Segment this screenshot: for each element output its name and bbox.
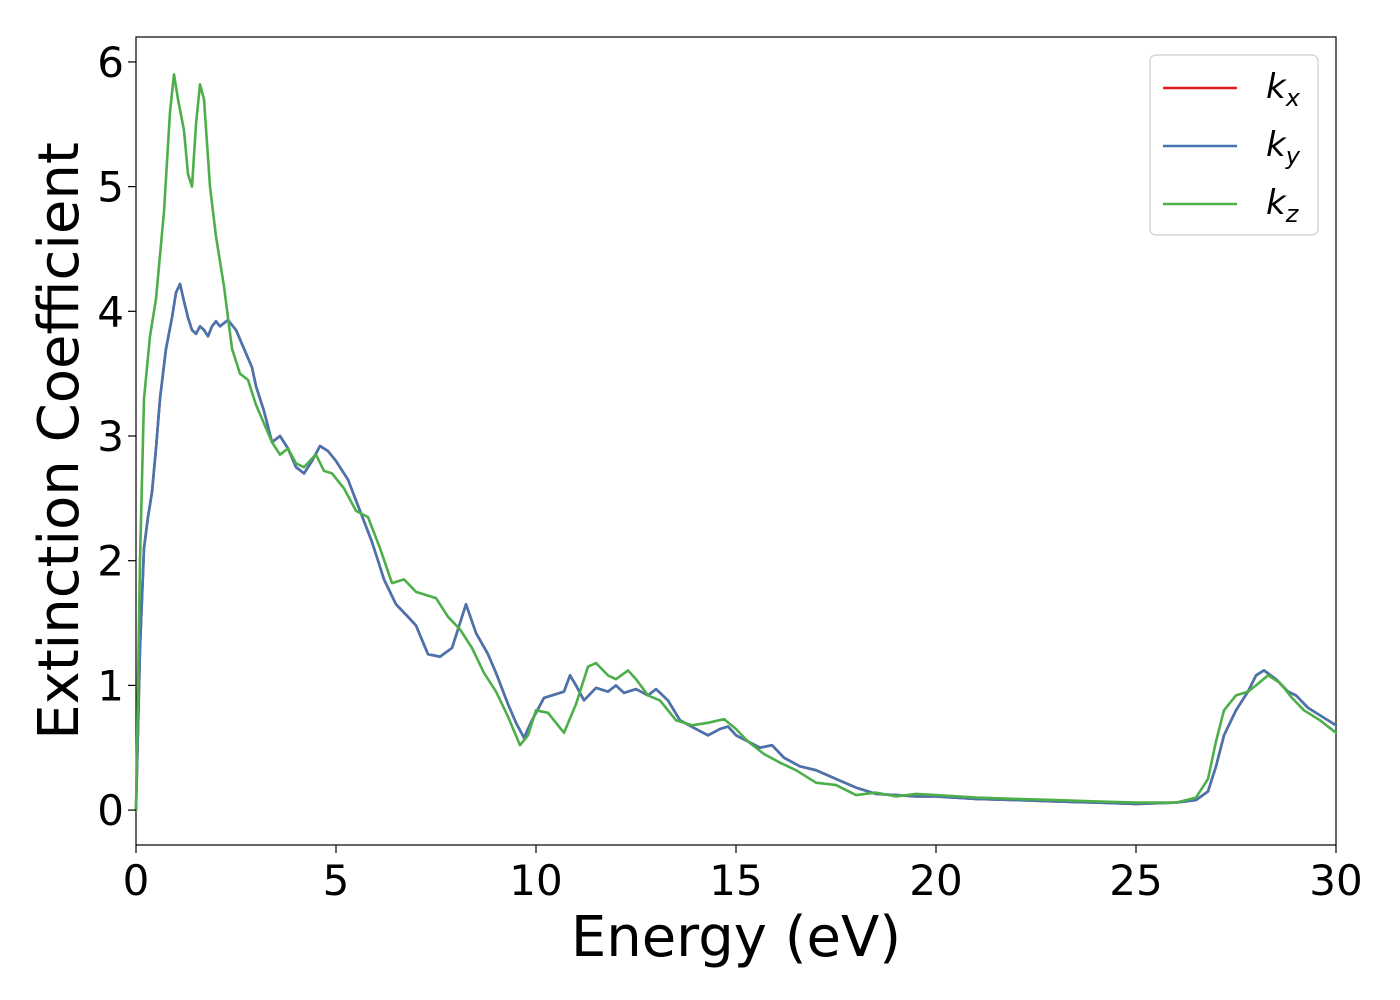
series-line-k-z (134, 73, 1338, 812)
x-tick-label: 30 (1309, 856, 1362, 905)
y-axis-title: Extinction Coefficient (27, 142, 92, 740)
x-tick-label: 0 (123, 856, 150, 905)
x-tick-label: 5 (323, 856, 350, 905)
plot-area: 0 5 10 15 20 25 30 0 1 2 3 4 5 6 (97, 36, 1363, 905)
y-tick-label: 1 (97, 661, 124, 710)
plot-frame (135, 36, 1337, 846)
x-tick-label: 10 (509, 856, 562, 905)
y-tick-label: 2 (97, 537, 124, 586)
y-tick-label: 0 (97, 786, 124, 835)
series-layer (134, 73, 1338, 812)
y-tick-label: 5 (97, 163, 124, 212)
y-tick-label: 4 (97, 287, 124, 336)
y-axis-ticks: 0 1 2 3 4 5 6 (97, 38, 136, 835)
y-tick-label: 6 (97, 38, 124, 87)
x-axis-title: Energy (eV) (571, 905, 901, 970)
x-tick-label: 25 (1109, 856, 1162, 905)
x-tick-label: 15 (709, 856, 762, 905)
x-tick-label: 20 (909, 856, 962, 905)
x-axis-ticks: 0 5 10 15 20 25 30 (123, 845, 1363, 905)
y-tick-label: 3 (97, 412, 124, 461)
